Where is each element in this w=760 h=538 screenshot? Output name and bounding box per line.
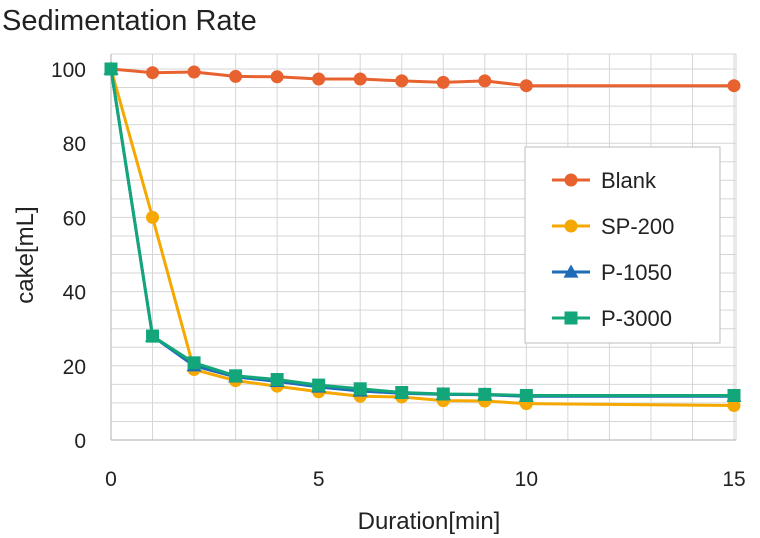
x-tick-label: 5	[313, 468, 325, 491]
data-point-p-3000	[229, 369, 243, 383]
series-p-3000	[104, 62, 741, 402]
data-point-p-3000	[270, 373, 284, 387]
legend-label: P-3000	[601, 306, 672, 331]
legend-label: SP-200	[601, 214, 674, 239]
data-point-sp-200	[146, 210, 160, 224]
data-point-blank	[478, 74, 492, 88]
series-line-blank	[110, 67, 734, 88]
data-point-blank	[229, 69, 243, 83]
chart-title: Sedimentation Rate	[2, 5, 257, 37]
legend-item-sp-200: SP-200	[552, 214, 674, 239]
legend-label: P-1050	[601, 260, 672, 285]
data-point-p-3000	[436, 387, 450, 401]
data-point-sp-200	[727, 398, 741, 412]
data-point-p-3000	[187, 356, 201, 370]
y-tick-label: 40	[63, 282, 86, 305]
data-point-p-3000	[395, 386, 409, 400]
legend-marker	[564, 173, 578, 187]
data-point-blank	[353, 72, 367, 86]
data-point-p-3000	[727, 388, 741, 402]
legend-item-p-1050: P-1050	[552, 260, 672, 285]
legend-item-p-3000: P-3000	[552, 306, 672, 331]
data-point-p-3000	[519, 388, 533, 402]
y-tick-label: 100	[51, 59, 86, 82]
series-blank	[104, 62, 741, 93]
axes: 0 20 40 60 80 100 0 5 10 15	[51, 54, 746, 491]
y-tick-label: 80	[63, 133, 86, 156]
x-axis-title: Duration[min]	[358, 508, 501, 535]
data-point-p-3000	[104, 62, 118, 76]
data-point-blank	[187, 65, 201, 79]
x-tick-label: 10	[515, 468, 538, 491]
legend: Blank SP-200 P-1050 P-3000	[524, 146, 721, 344]
y-axis-title: cake[mL]	[12, 206, 39, 303]
data-point-blank	[312, 72, 326, 86]
data-point-blank	[436, 75, 450, 89]
data-point-blank	[727, 79, 741, 93]
legend-marker	[564, 311, 578, 325]
y-tick-label: 0	[74, 430, 86, 453]
legend-item-blank: Blank	[552, 168, 657, 193]
data-point-blank	[519, 79, 533, 93]
data-point-blank	[146, 66, 160, 80]
x-tick-label: 0	[105, 468, 117, 491]
x-tick-label: 15	[722, 468, 745, 491]
legend-marker	[564, 219, 578, 233]
legend-label: Blank	[601, 168, 657, 193]
data-point-p-3000	[312, 378, 326, 392]
series-line-p-3000	[109, 68, 734, 397]
series-line-sp-200	[109, 68, 735, 407]
data-point-p-3000	[478, 387, 492, 401]
data-point-blank	[270, 70, 284, 84]
y-tick-label: 20	[63, 356, 86, 379]
y-tick-label: 60	[63, 207, 86, 230]
data-point-p-3000	[353, 382, 367, 396]
legend-marker	[563, 264, 579, 278]
series-lines	[103, 61, 742, 412]
data-point-p-3000	[146, 329, 160, 343]
data-point-blank	[395, 74, 409, 88]
